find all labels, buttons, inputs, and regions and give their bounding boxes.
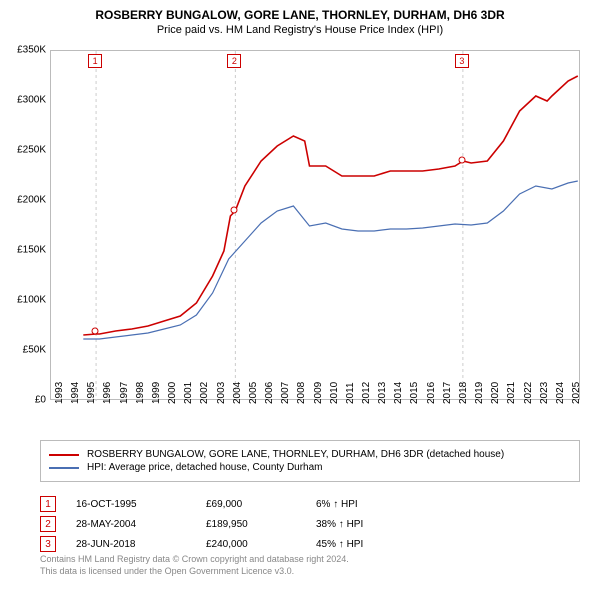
x-tick-label: 2004 bbox=[232, 382, 243, 404]
sale-date-1: 28-MAY-2004 bbox=[76, 519, 206, 530]
x-tick-label: 2014 bbox=[393, 382, 404, 404]
x-tick-label: 2000 bbox=[167, 382, 178, 404]
sale-row-2: 3 28-JUN-2018 £240,000 45% ↑ HPI bbox=[40, 536, 580, 552]
x-tick-label: 1996 bbox=[102, 382, 113, 404]
sale-date-0: 16-OCT-1995 bbox=[76, 499, 206, 510]
x-tick-label: 2006 bbox=[264, 382, 275, 404]
y-tick-label: £0 bbox=[35, 395, 46, 406]
marker-badge-3: 3 bbox=[455, 54, 469, 68]
plot-box bbox=[50, 50, 580, 400]
marker-dot-3 bbox=[458, 157, 465, 164]
plot-svg bbox=[51, 51, 581, 401]
x-tick-label: 2015 bbox=[409, 382, 420, 404]
footer-line2: This data is licensed under the Open Gov… bbox=[40, 566, 349, 578]
x-tick-label: 2011 bbox=[345, 382, 356, 404]
y-tick-label: £100K bbox=[17, 295, 46, 306]
sale-row-0: 1 16-OCT-1995 £69,000 6% ↑ HPI bbox=[40, 496, 580, 512]
sale-date-2: 28-JUN-2018 bbox=[76, 539, 206, 550]
sale-delta-0: 6% ↑ HPI bbox=[316, 499, 358, 510]
x-tick-label: 2021 bbox=[506, 382, 517, 404]
x-tick-label: 2002 bbox=[199, 382, 210, 404]
sale-delta-1: 38% ↑ HPI bbox=[316, 519, 363, 530]
y-tick-label: £150K bbox=[17, 245, 46, 256]
title-block: ROSBERRY BUNGALOW, GORE LANE, THORNLEY, … bbox=[0, 0, 600, 36]
x-tick-label: 2012 bbox=[361, 382, 372, 404]
legend-row-0: ROSBERRY BUNGALOW, GORE LANE, THORNLEY, … bbox=[49, 449, 571, 460]
x-tick-label: 2001 bbox=[183, 382, 194, 404]
sale-row-1: 2 28-MAY-2004 £189,950 38% ↑ HPI bbox=[40, 516, 580, 532]
x-tick-label: 2022 bbox=[523, 382, 534, 404]
x-tick-label: 2007 bbox=[280, 382, 291, 404]
x-tick-label: 1994 bbox=[70, 382, 81, 404]
y-tick-label: £250K bbox=[17, 145, 46, 156]
x-tick-label: 1995 bbox=[86, 382, 97, 404]
x-tick-label: 2019 bbox=[474, 382, 485, 404]
footer: Contains HM Land Registry data © Crown c… bbox=[40, 554, 349, 577]
sale-badge-0: 1 bbox=[40, 496, 56, 512]
y-tick-label: £350K bbox=[17, 45, 46, 56]
x-tick-label: 2025 bbox=[571, 382, 582, 404]
x-tick-label: 1998 bbox=[135, 382, 146, 404]
legend: ROSBERRY BUNGALOW, GORE LANE, THORNLEY, … bbox=[40, 440, 580, 482]
sale-badge-1: 2 bbox=[40, 516, 56, 532]
x-tick-label: 2008 bbox=[296, 382, 307, 404]
legend-swatch-0 bbox=[49, 454, 79, 456]
chart-container: ROSBERRY BUNGALOW, GORE LANE, THORNLEY, … bbox=[0, 0, 600, 590]
x-tick-label: 2018 bbox=[458, 382, 469, 404]
chart-area: 123£0£50K£100K£150K£200K£250K£300K£350K1… bbox=[50, 50, 580, 400]
sale-delta-2: 45% ↑ HPI bbox=[316, 539, 363, 550]
footer-line1: Contains HM Land Registry data © Crown c… bbox=[40, 554, 349, 566]
title-line1: ROSBERRY BUNGALOW, GORE LANE, THORNLEY, … bbox=[0, 8, 600, 22]
x-tick-label: 2009 bbox=[313, 382, 324, 404]
legend-row-1: HPI: Average price, detached house, Coun… bbox=[49, 462, 571, 473]
title-line2: Price paid vs. HM Land Registry's House … bbox=[0, 24, 600, 36]
legend-label-1: HPI: Average price, detached house, Coun… bbox=[87, 462, 323, 473]
legend-label-0: ROSBERRY BUNGALOW, GORE LANE, THORNLEY, … bbox=[87, 449, 504, 460]
marker-dot-1 bbox=[92, 328, 99, 335]
x-tick-label: 1997 bbox=[119, 382, 130, 404]
marker-badge-2: 2 bbox=[227, 54, 241, 68]
x-tick-label: 2010 bbox=[329, 382, 340, 404]
legend-swatch-1 bbox=[49, 467, 79, 469]
x-tick-label: 1993 bbox=[54, 382, 65, 404]
x-tick-label: 2024 bbox=[555, 382, 566, 404]
x-tick-label: 2023 bbox=[539, 382, 550, 404]
x-tick-label: 2020 bbox=[490, 382, 501, 404]
marker-badge-1: 1 bbox=[88, 54, 102, 68]
x-tick-label: 2013 bbox=[377, 382, 388, 404]
sale-badge-2: 3 bbox=[40, 536, 56, 552]
y-tick-label: £200K bbox=[17, 195, 46, 206]
sale-price-0: £69,000 bbox=[206, 499, 316, 510]
x-tick-label: 2005 bbox=[248, 382, 259, 404]
sales-block: 1 16-OCT-1995 £69,000 6% ↑ HPI 2 28-MAY-… bbox=[40, 492, 580, 556]
y-tick-label: £50K bbox=[23, 345, 46, 356]
x-tick-label: 1999 bbox=[151, 382, 162, 404]
marker-dot-2 bbox=[231, 207, 238, 214]
y-tick-label: £300K bbox=[17, 95, 46, 106]
sale-price-1: £189,950 bbox=[206, 519, 316, 530]
x-tick-label: 2016 bbox=[426, 382, 437, 404]
x-tick-label: 2017 bbox=[442, 382, 453, 404]
sale-price-2: £240,000 bbox=[206, 539, 316, 550]
x-tick-label: 2003 bbox=[216, 382, 227, 404]
